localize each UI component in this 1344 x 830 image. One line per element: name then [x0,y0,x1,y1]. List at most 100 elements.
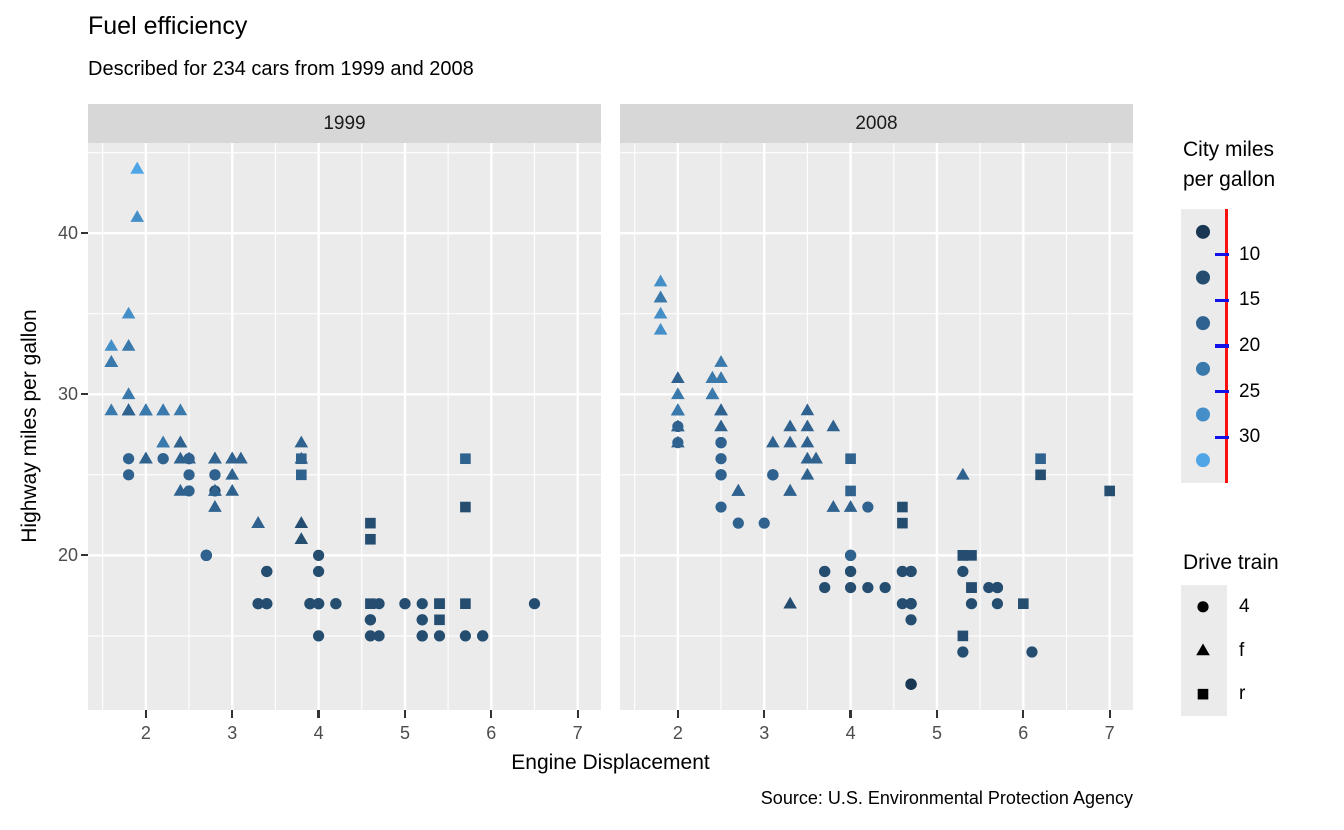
data-point-circle [879,581,891,594]
legend-city-keys [1196,224,1210,468]
legend-city-tick-mark [1215,298,1229,303]
data-point-triangle [800,451,815,464]
data-point-circle [477,630,489,642]
data-point-triangle [731,483,746,496]
data-point-triangle [671,419,685,432]
data-point-square [897,501,908,513]
data-point-circle [905,598,917,610]
y-tick-label: 40 [57,223,78,244]
data-point-triangle [156,403,170,416]
data-point-square [1035,469,1046,481]
data-point-circle [261,565,273,578]
data-point-triangle [130,210,145,222]
data-point-circle [416,614,428,626]
data-point-square [966,550,977,561]
data-point-circle [844,581,857,594]
data-point-circle [312,598,325,610]
panel-1999 [88,143,601,710]
legend-drive-key-triangle [1196,643,1210,656]
legend-drive-keys [1196,601,1210,700]
data-point-triangle [653,306,668,319]
data-point-triangle [783,596,797,609]
data-point-circle [957,646,969,658]
y-tick-label: 30 [57,384,78,405]
data-point-square [897,517,908,529]
legend-city-key-point [1196,453,1210,468]
legend-city-tick-label: 25 [1239,380,1261,402]
x-tick-label: 3 [759,723,770,743]
x-tick-mark [317,710,320,718]
data-point-triangle [294,532,309,545]
legend-city-tick-label: 10 [1239,243,1261,265]
data-point-circle [905,614,917,626]
legend-city-key-point [1196,270,1210,285]
data-point-circle [183,469,195,481]
x-tick-mark [576,710,579,718]
data-point-triangle [826,500,841,512]
y-tick-mark [81,554,88,557]
legend-drive-title: Drive train [1183,551,1279,574]
data-point-circle [209,469,221,481]
x-tick-label: 7 [1104,723,1115,743]
data-point-circle [758,517,770,529]
data-point-square [460,453,471,465]
x-tick-mark [676,710,679,718]
data-point-triangle [800,435,815,448]
data-point-triangle [121,306,136,319]
legend-city-title-line2: per gallon [1183,168,1276,191]
x-tick-label: 6 [486,723,497,743]
data-point-circle [373,630,385,642]
x-tick-label: 5 [399,723,410,743]
data-point-triangle [104,403,119,416]
data-point-circle [200,549,212,561]
data-point-circle [183,453,195,465]
data-point-circle [965,598,978,610]
data-point-circle [844,565,857,578]
data-point-triangle [671,371,685,383]
data-point-circle [330,598,342,610]
data-point-square [1035,453,1046,465]
data-point-circle [715,437,727,449]
data-point-triangle [121,387,136,400]
data-point-circle [157,453,169,465]
data-point-square [460,598,471,609]
data-point-circle [122,453,135,465]
x-tick-label: 4 [313,723,324,743]
data-point-circle [122,469,135,481]
data-point-triangle [809,451,823,464]
data-point-circle [715,501,727,513]
data-point-triangle [104,338,119,351]
data-point-triangle [225,483,240,496]
data-point-triangle [251,516,265,528]
data-point-circle [1026,646,1038,658]
data-point-circle [304,598,316,610]
x-tick-label: 7 [572,723,583,743]
legend-drive-item-label: f [1239,639,1245,661]
x-tick-mark [144,710,147,718]
data-point-circle [312,630,325,642]
y-tick-label: 20 [57,545,78,566]
data-point-triangle [208,451,222,464]
x-tick-mark [935,710,939,718]
legend-drive-key-background [1181,585,1227,716]
y-tick-mark [81,393,88,396]
legend-city-tick-label: 30 [1239,426,1261,448]
x-tick-label: 4 [845,723,856,743]
x-axis-title: Engine Displacement [511,751,710,774]
data-point-triangle [156,435,170,448]
panel-2008 [620,143,1133,710]
data-point-circle [416,630,428,642]
data-point-circle [862,581,874,594]
data-point-circle [862,501,874,513]
x-tick-label: 2 [672,723,683,743]
facet-strip-label: 2008 [855,112,898,134]
data-point-triangle [671,403,685,416]
x-tick-mark [490,710,493,718]
data-point-triangle [705,387,720,400]
legend-city-tick-mark [1215,344,1229,348]
x-tick-mark [763,710,766,718]
data-point-circle [312,565,325,578]
data-point-triangle [800,467,815,480]
